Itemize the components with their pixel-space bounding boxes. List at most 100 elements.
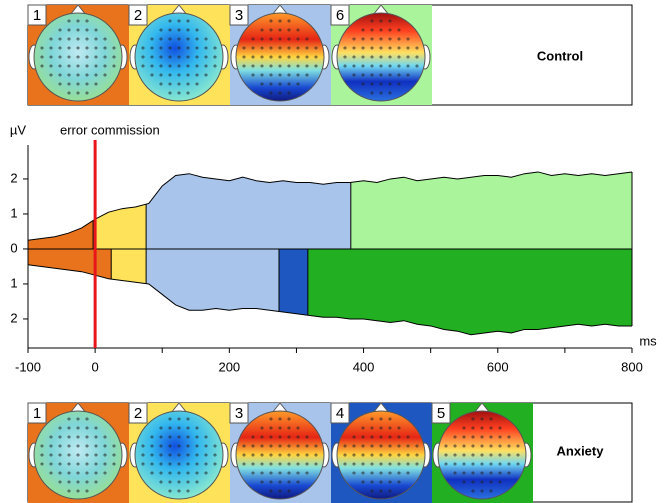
electrode xyxy=(343,453,347,457)
electrode xyxy=(287,73,291,77)
electrode xyxy=(186,91,190,95)
electrode xyxy=(186,435,190,439)
electrode xyxy=(141,462,145,466)
electrode xyxy=(278,82,282,86)
electrode xyxy=(305,46,309,50)
electrode xyxy=(287,453,291,457)
electrode xyxy=(498,435,502,439)
electrode xyxy=(287,64,291,68)
electrode xyxy=(278,444,282,448)
electrode xyxy=(287,82,291,86)
electrode xyxy=(94,73,98,77)
electrode xyxy=(85,426,89,430)
electrode xyxy=(168,417,172,421)
map-number-box xyxy=(27,4,47,26)
electrode xyxy=(94,64,98,68)
electrode xyxy=(159,64,163,68)
electrode xyxy=(168,462,172,466)
electrode xyxy=(314,55,318,59)
electrode xyxy=(379,435,383,439)
electrode xyxy=(397,64,401,68)
electrode xyxy=(269,489,273,493)
electrode xyxy=(370,426,374,430)
electrode xyxy=(379,462,383,466)
electrode xyxy=(204,55,208,59)
head-map xyxy=(33,12,123,102)
electrode xyxy=(49,46,53,50)
map-number: 2 xyxy=(134,7,142,24)
electrode xyxy=(94,46,98,50)
electrode xyxy=(397,73,401,77)
electrode xyxy=(397,462,401,466)
electrode xyxy=(388,435,392,439)
electrode xyxy=(397,471,401,475)
electrode xyxy=(177,46,181,50)
electrode xyxy=(195,64,199,68)
electrode xyxy=(269,417,273,421)
electrode xyxy=(67,471,71,475)
electrode xyxy=(305,471,309,475)
electrode xyxy=(49,64,53,68)
electrode xyxy=(406,435,410,439)
electrode xyxy=(462,480,466,484)
electrode xyxy=(352,73,356,77)
electrode xyxy=(498,453,502,457)
electrode xyxy=(186,37,190,41)
electrode xyxy=(507,462,511,466)
segment xyxy=(93,171,147,249)
electrode xyxy=(177,426,181,430)
electrode xyxy=(159,453,163,457)
electrode xyxy=(516,462,520,466)
electrode xyxy=(278,28,282,32)
electrode xyxy=(296,82,300,86)
electrode xyxy=(287,55,291,59)
electrode xyxy=(58,453,62,457)
electrode xyxy=(370,73,374,77)
electrode xyxy=(287,426,291,430)
electrode xyxy=(40,64,44,68)
electrode xyxy=(471,417,475,421)
electrode xyxy=(177,471,181,475)
electrode xyxy=(204,37,208,41)
electrode xyxy=(462,462,466,466)
electrode xyxy=(370,37,374,41)
electrode xyxy=(49,73,53,77)
electrode xyxy=(85,453,89,457)
electrode xyxy=(269,444,273,448)
envelope xyxy=(27,171,633,241)
electrode xyxy=(49,444,53,448)
electrode xyxy=(67,444,71,448)
electrode xyxy=(278,19,282,23)
electrode xyxy=(453,462,457,466)
electrode xyxy=(76,28,80,32)
electrode xyxy=(314,462,318,466)
electrode xyxy=(352,46,356,50)
electrode xyxy=(269,435,273,439)
map-number-box xyxy=(330,4,350,26)
electrode xyxy=(370,462,374,466)
electrode xyxy=(415,55,419,59)
electrode xyxy=(379,55,383,59)
segment xyxy=(146,171,351,249)
electrode xyxy=(85,28,89,32)
electrode xyxy=(159,37,163,41)
electrode xyxy=(251,64,255,68)
electrode xyxy=(67,55,71,59)
group-name: Anxiety xyxy=(557,443,605,458)
electrode xyxy=(159,55,163,59)
electrode xyxy=(242,55,246,59)
electrode xyxy=(296,73,300,77)
electrode xyxy=(278,73,282,77)
electrode xyxy=(103,37,107,41)
electrode xyxy=(260,73,264,77)
electrode xyxy=(379,37,383,41)
electrode xyxy=(388,82,392,86)
electrode xyxy=(379,426,383,430)
electrode xyxy=(269,91,273,95)
electrode xyxy=(76,91,80,95)
electrode xyxy=(498,462,502,466)
electrode xyxy=(159,471,163,475)
electrode xyxy=(67,453,71,457)
electrode xyxy=(213,453,217,457)
electrode xyxy=(480,444,484,448)
